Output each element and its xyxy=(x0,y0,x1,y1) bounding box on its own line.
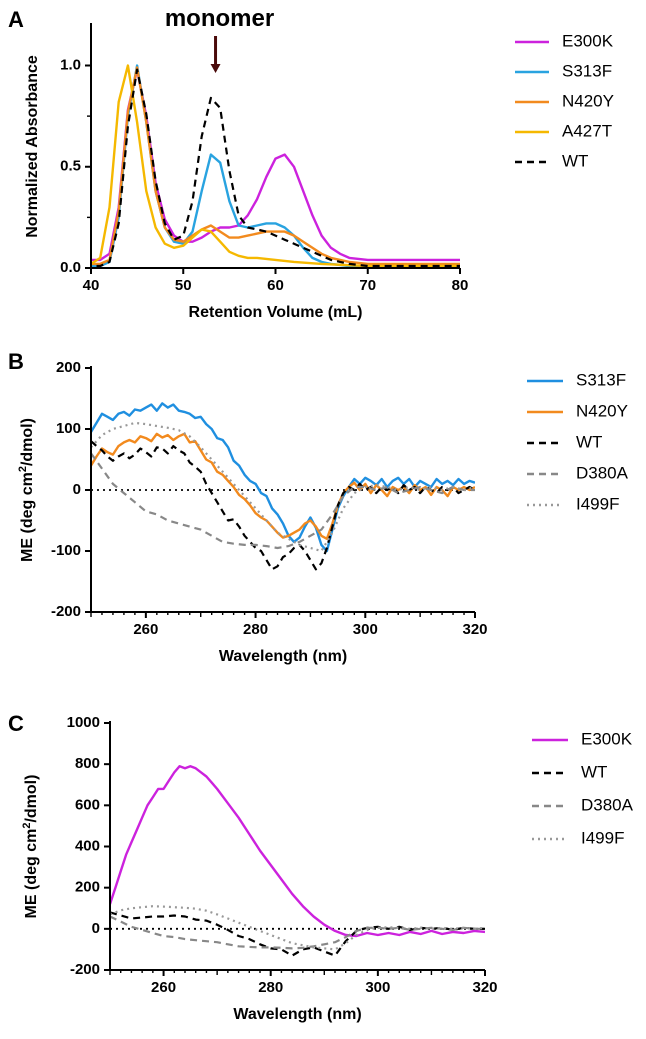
legend-label-d380a: D380A xyxy=(581,795,634,814)
legend-label-i499f: I499F xyxy=(581,828,624,847)
x-axis-title: Retention Volume (mL) xyxy=(189,304,363,321)
panel-a: A E300K S313F N420Y A427T WT 40 50 60 70 80 0.0 0.5 1… xyxy=(8,5,614,321)
series-line-i499f xyxy=(91,421,475,553)
x-tick-label: 70 xyxy=(359,277,376,294)
x-tick-label: 280 xyxy=(258,979,283,996)
y-tick-label: 0.5 xyxy=(60,158,81,175)
y-tick-label: 1000 xyxy=(67,714,100,731)
series-line-n420y xyxy=(91,66,460,266)
panel-b: B S313F N420Y WT D380A I499F 260 280 300 320 -200 -… xyxy=(8,349,629,665)
panel-letter: A xyxy=(8,7,24,32)
y-axis-title-tail: /dmol) xyxy=(23,775,40,823)
panel-c: C E300K WT D380A I499F 260 280 300 320 -200 0 200 40… xyxy=(8,711,634,1023)
y-tick-label: 800 xyxy=(75,755,100,772)
legend-label-d380a: D380A xyxy=(576,463,629,482)
legend-label-wt: WT xyxy=(562,151,588,170)
x-tick-label: 260 xyxy=(151,979,176,996)
x-tick-label: 80 xyxy=(452,277,469,294)
x-tick-label: 320 xyxy=(472,979,497,996)
y-tick-label: -100 xyxy=(51,542,81,559)
y-axis-title-main: ME (deg cm xyxy=(23,829,40,919)
legend-label-n420y: N420Y xyxy=(576,401,628,420)
legend-label-e300k: E300K xyxy=(562,31,614,50)
y-axis-title: ME (deg cm2/dmol) xyxy=(21,775,40,919)
y-axis-title-main: ME (deg cm xyxy=(19,472,36,562)
series-line-wt xyxy=(91,68,460,268)
x-axis-title: Wavelength (nm) xyxy=(233,1006,361,1023)
y-axis-title: Normalized Absorbance xyxy=(24,55,41,238)
x-tick-label: 320 xyxy=(462,621,487,638)
series-line-d380a xyxy=(91,452,475,550)
y-tick-label: 100 xyxy=(56,420,81,437)
legend-label-s313f: S313F xyxy=(576,370,626,389)
legend-label-wt: WT xyxy=(576,432,602,451)
series-line-s313f xyxy=(91,64,460,268)
legend-label-s313f: S313F xyxy=(562,61,612,80)
series-line-a427t xyxy=(91,64,460,268)
series-line-s313f xyxy=(91,402,475,553)
series-line-wt xyxy=(110,911,485,957)
y-axis-title-sup: 2 xyxy=(21,823,33,829)
series-line-n420y xyxy=(91,432,475,540)
monomer-annotation: monomer xyxy=(165,5,274,32)
x-axis-title: Wavelength (nm) xyxy=(219,648,347,665)
y-tick-label: 600 xyxy=(75,796,100,813)
x-tick-label: 300 xyxy=(365,979,390,996)
y-tick-label: 1.0 xyxy=(60,56,81,73)
legend-label-e300k: E300K xyxy=(581,729,633,748)
y-tick-label: 200 xyxy=(75,879,100,896)
y-tick-label: 200 xyxy=(56,359,81,376)
legend-label-i499f: I499F xyxy=(576,494,619,513)
y-tick-label: 0 xyxy=(92,920,100,937)
panel-letter: B xyxy=(8,349,24,374)
legend-label-wt: WT xyxy=(581,762,607,781)
x-tick-label: 260 xyxy=(133,621,158,638)
x-tick-label: 40 xyxy=(83,277,100,294)
legend-label-a427t: A427T xyxy=(562,121,612,140)
y-tick-label: 0.0 xyxy=(60,259,81,276)
y-axis-title: ME (deg cm2/dmol) xyxy=(17,418,36,562)
y-axis-title-sup: 2 xyxy=(17,466,29,472)
x-tick-label: 300 xyxy=(353,621,378,638)
series-line-wt xyxy=(91,440,475,571)
y-tick-label: -200 xyxy=(51,603,81,620)
panel-letter: C xyxy=(8,711,24,736)
series-line-d380a xyxy=(110,915,485,950)
y-axis-title-tail: /dmol) xyxy=(19,418,36,466)
x-tick-label: 280 xyxy=(243,621,268,638)
legend-label-n420y: N420Y xyxy=(562,91,614,110)
y-tick-label: 0 xyxy=(73,481,81,498)
x-tick-label: 50 xyxy=(175,277,192,294)
y-tick-label: -200 xyxy=(70,961,100,978)
y-tick-label: 400 xyxy=(75,837,100,854)
monomer-arrow-head xyxy=(210,64,221,73)
x-tick-label: 60 xyxy=(267,277,284,294)
series-line-e300k xyxy=(110,765,485,938)
